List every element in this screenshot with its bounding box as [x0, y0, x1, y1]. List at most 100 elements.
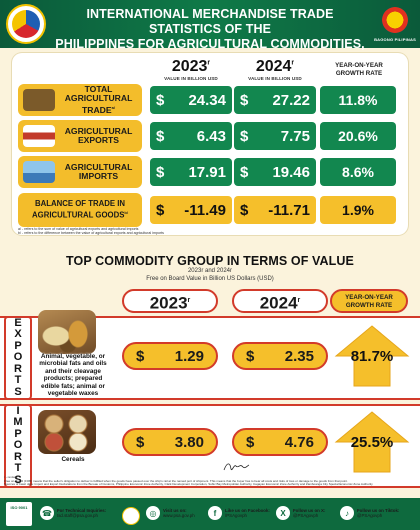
currency-symbol: $ [136, 434, 144, 451]
currency-symbol: $ [156, 92, 164, 109]
psa-footer-logo [122, 507, 140, 525]
total-trade-growth: 11.8% [320, 86, 396, 114]
section-subtitle-years: 2023r and 2024r [0, 268, 420, 274]
x-link[interactable]: @PSAgovph [293, 513, 325, 518]
value-number: 6.43 [197, 128, 226, 145]
website-link[interactable]: www.psa.gov.ph [163, 513, 195, 518]
imports-growth: 8.6% [320, 158, 396, 186]
imports-commodity-caption: Cereals [34, 456, 112, 463]
footer-website: ◎ Visit us on: www.psa.gov.ph [146, 506, 195, 520]
col-head-2023: 2023r VALUE IN BILLION USD [150, 58, 232, 81]
title-line-1: INTERNATIONAL MERCHANDISE TRADE STATISTI… [50, 7, 370, 37]
header-banner: INTERNATIONAL MERCHANDISE TRADE STATISTI… [0, 0, 420, 48]
exports-growth: 20.6% [320, 122, 396, 150]
row-label-balance: BALANCE OF TRADE IN AGRICULTURAL GOODSb/ [18, 193, 142, 227]
currency-symbol: $ [246, 434, 254, 451]
imports-2024-value: $19.46 [234, 158, 316, 186]
value-number: -11.71 [268, 202, 310, 219]
row-label-mark: b/ [124, 210, 128, 215]
footer-inquiries: ☎ For Technical Inquiries: tsd.staff@psa… [40, 506, 106, 520]
imports-2023-value: $3.80 [122, 428, 218, 456]
col-head-2024-mark: r [291, 60, 294, 67]
balance-2023-value: $ -11.49 [150, 196, 232, 224]
total-trade-2023-value: $24.34 [150, 86, 232, 114]
balance-2024-value: $ -11.71 [234, 196, 316, 224]
row-label-text: TOTAL AGRICULTURAL TRADE [65, 84, 133, 115]
cereals-photo [38, 410, 96, 454]
row-label-mark: a/ [112, 105, 115, 110]
col-head-2024-year: 2024 [256, 58, 292, 75]
currency-symbol: $ [240, 164, 248, 181]
currency-symbol: $ [136, 348, 144, 365]
currency-symbol: $ [156, 164, 164, 181]
value-number: -11.49 [184, 202, 226, 219]
value-number: 2.35 [285, 348, 314, 365]
exports-2023-value: $1.29 [122, 342, 218, 370]
currency-symbol: $ [156, 128, 164, 145]
year-pill-2023-mark: r [188, 297, 191, 304]
inquiries-email-link[interactable]: tsd.staff@psa.gov.ph [57, 513, 106, 518]
section-title: TOP COMMODITY GROUP IN TERMS OF VALUE [0, 254, 420, 268]
exports-2023-value: $6.43 [150, 122, 232, 150]
exports-growth: 81.7% [330, 326, 414, 386]
currency-symbol: $ [240, 128, 248, 145]
value-number: 3.80 [175, 434, 204, 451]
row-label-text: AGRICULTURAL EXPORTS [65, 126, 133, 145]
note-sources: Sources of basic data: Import and Export… [4, 483, 416, 487]
row-label-text: AGRICULTURAL IMPORTS [65, 162, 133, 181]
exports-2024-value: $7.75 [234, 122, 316, 150]
value-number: 19.46 [272, 164, 310, 181]
cargo-ship-icon [23, 161, 55, 183]
yoy-pill-line-1: YEAR-ON-YEAR [332, 294, 406, 302]
export-stamp-icon [23, 125, 55, 147]
yoy-head: YEAR-ON-YEAR GROWTH RATE [318, 62, 400, 77]
facebook-icon: f [208, 506, 222, 520]
col-head-2024-sub: VALUE IN BILLION USD [234, 76, 316, 81]
currency-symbol: $ [156, 202, 164, 219]
tab-letter: S [14, 387, 21, 399]
exports-2024-value: $2.35 [232, 342, 328, 370]
value-number: 7.75 [281, 128, 310, 145]
year-pill-2024-year: 2024 [260, 294, 298, 313]
year-pill-2024-mark: r [298, 297, 301, 304]
iso-badge: ISO 9001 [6, 502, 32, 526]
value-number: 17.91 [188, 164, 226, 181]
balance-growth: 1.9% [320, 196, 396, 224]
yoy-head-line-2: GROWTH RATE [318, 70, 400, 78]
row-label-text: BALANCE OF TRADE IN AGRICULTURAL GOODS [32, 199, 125, 219]
globe-icon: ◎ [146, 506, 160, 520]
psa-logo [6, 4, 46, 44]
col-head-2023-mark: r [207, 60, 210, 67]
row-label-imports: AGRICULTURAL IMPORTS [18, 156, 142, 188]
exports-commodity-caption: Animal, vegetable, or microbial fats and… [34, 353, 112, 397]
total-trade-thumb [23, 89, 55, 111]
x-icon: X [276, 506, 290, 520]
total-trade-2024-value: $27.22 [234, 86, 316, 114]
col-head-2023-sub: VALUE IN BILLION USD [150, 76, 232, 81]
yoy-head-line-1: YEAR-ON-YEAR [318, 62, 400, 70]
signature [222, 460, 250, 474]
row-label-total-trade: TOTAL AGRICULTURAL TRADEa/ [18, 84, 142, 116]
bagong-pilipinas-text: BAGONG PILIPINAS [374, 37, 416, 42]
tiktok-icon: ♪ [340, 506, 354, 520]
year-pill-2023: 2023r [122, 289, 218, 313]
section-subtitle-units: Free on Board Value in Billion US Dollar… [0, 276, 420, 282]
value-number: 1.29 [175, 348, 204, 365]
yoy-pill: YEAR-ON-YEAR GROWTH RATE [330, 289, 408, 313]
year-pill-2024: 2024r [232, 289, 328, 313]
facebook-link[interactable]: /PSAgovph [225, 513, 270, 518]
value-number: 4.76 [285, 434, 314, 451]
currency-symbol: $ [240, 202, 248, 219]
bagong-pilipinas-logo [378, 3, 412, 37]
footer-x: X Follow us on X: @PSAgovph [276, 506, 325, 520]
footnote-b: b/ - refers to the difference between th… [18, 231, 164, 235]
col-head-2023-year: 2023 [172, 58, 208, 75]
footer-facebook: f Like us on Facebook: /PSAgovph [208, 506, 270, 520]
currency-symbol: $ [246, 348, 254, 365]
value-number: 24.34 [188, 92, 226, 109]
imports-2024-value: $4.76 [232, 428, 328, 456]
yoy-pill-line-2: GROWTH RATE [332, 302, 406, 310]
imports-2023-value: $17.91 [150, 158, 232, 186]
tiktok-link[interactable]: @PSAgovph [357, 513, 399, 518]
currency-symbol: $ [240, 92, 248, 109]
